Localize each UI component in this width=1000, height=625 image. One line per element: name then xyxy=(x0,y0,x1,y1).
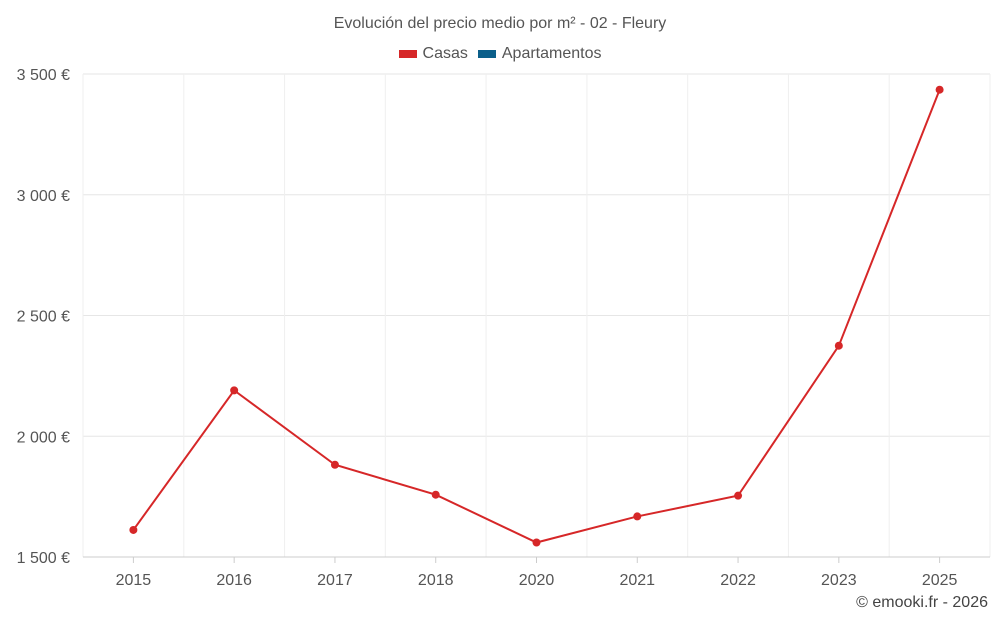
data-point[interactable]: Casas 2020: 1560 xyxy=(532,538,541,547)
data-point[interactable]: Casas 2022: 1754 xyxy=(734,491,743,500)
legend-item-casas[interactable]: Casas xyxy=(398,45,468,63)
series: Casas 2015: 1612 Casas 2016: 2190 Casas 20… xyxy=(129,85,944,547)
credit-text: © emooki.fr - 2026 xyxy=(856,594,988,611)
x-tick-label: 2016 xyxy=(216,572,252,589)
y-tick-label: 3 500 € xyxy=(17,67,70,84)
data-point[interactable]: Casas 2018: 1758 xyxy=(431,490,440,499)
x-tick-label: 2015 xyxy=(116,572,152,589)
series-line-casas xyxy=(132,89,941,544)
x-tick-label: 2023 xyxy=(821,572,857,589)
x-tick-label: 2020 xyxy=(519,572,555,589)
legend-item-apartamentos[interactable]: Apartamentos xyxy=(477,45,602,63)
x-tick-label: 2017 xyxy=(317,572,353,589)
y-tick-label: 3 000 € xyxy=(17,188,70,205)
legend-swatch-apartamentos xyxy=(477,50,496,58)
x-tick-label: 2025 xyxy=(922,572,958,589)
y-tick-label: 2 500 € xyxy=(17,309,70,326)
grid xyxy=(82,73,991,558)
y-tick-label: 2 000 € xyxy=(17,429,70,446)
x-tick-label: 2021 xyxy=(619,572,655,589)
legend-label-apartamentos: Apartamentos xyxy=(501,45,602,62)
data-point[interactable]: Casas 2021: 1668 xyxy=(633,512,642,521)
legend: Casas Apartamentos xyxy=(0,45,1000,63)
data-point[interactable]: Casas 2015: 1612 xyxy=(129,525,138,534)
legend-label-casas: Casas xyxy=(422,45,468,62)
data-point[interactable]: Casas 2023: 2375 xyxy=(834,341,843,350)
chart-title: Evolución del precio medio por m² - 02 -… xyxy=(333,15,667,32)
data-point[interactable]: Casas 2017: 1882 xyxy=(330,460,339,469)
legend-swatch-casas xyxy=(398,50,417,58)
data-point[interactable]: Casas 2016: 2190 xyxy=(230,386,239,395)
data-point[interactable]: Casas 2025: 3435 xyxy=(935,85,944,94)
x-tick-label: 2022 xyxy=(720,572,756,589)
y-tick-label: 1 500 € xyxy=(17,550,70,567)
axes: 1 500 € 2 000 € 2 500 € 3 000 € 3 500 € 2015 2… xyxy=(17,67,990,589)
x-tick-label: 2018 xyxy=(418,572,454,589)
